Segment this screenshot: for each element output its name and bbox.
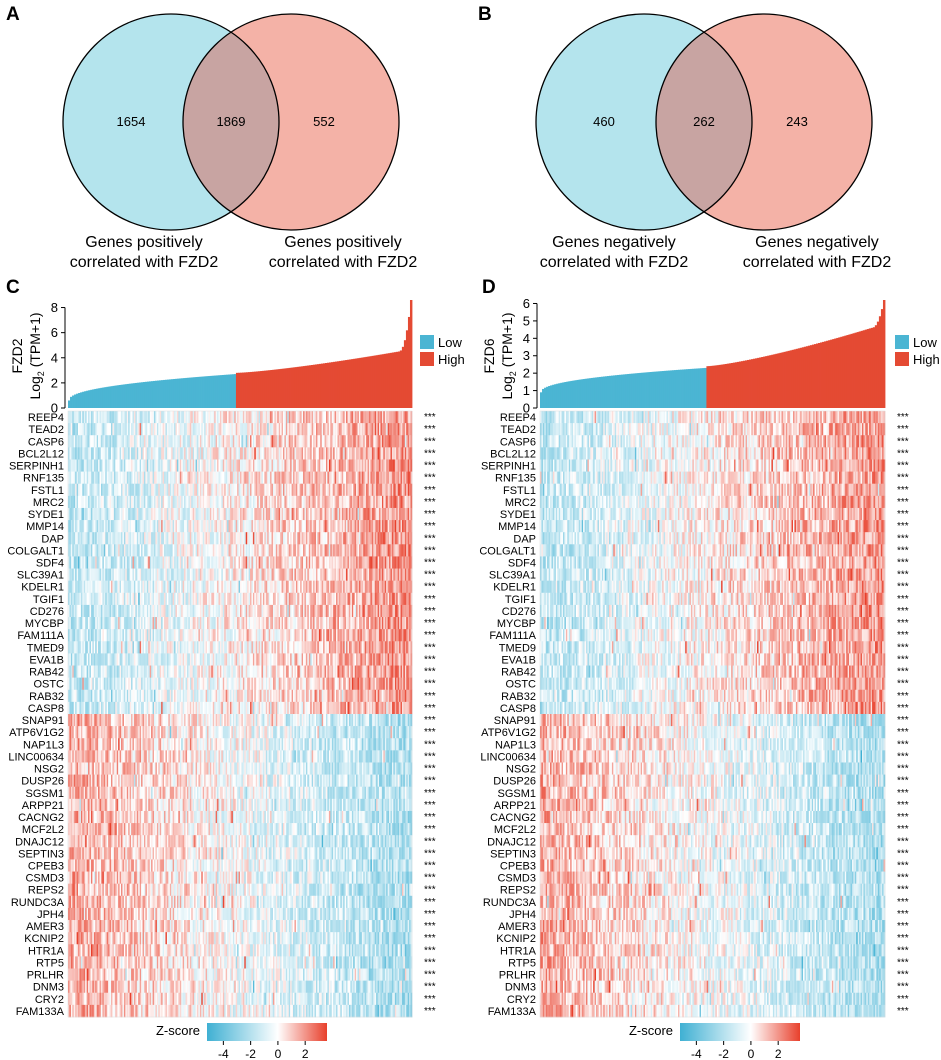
panel-label-a: A <box>6 4 20 25</box>
y-tick-label: 4 <box>51 350 58 365</box>
venn-b-left-label-line1: Genes negatively <box>552 234 676 251</box>
legend-c: Low High <box>420 335 465 367</box>
legend-swatch-high-c <box>420 352 434 366</box>
figure: A 1654 1869 552 Genes positively correla… <box>0 0 941 1060</box>
heatmap-c <box>68 411 412 1017</box>
y-axis-title-gene-c: FZD2 <box>9 338 25 373</box>
y-tick-label: 6 <box>51 325 58 340</box>
venn-b-left-count: 460 <box>593 114 615 129</box>
y-tick-label: 2 <box>51 375 58 390</box>
legend-label-low-c: Low <box>438 335 462 350</box>
venn-b-overlap-count: 262 <box>693 114 715 129</box>
panel-label-c: C <box>6 277 20 298</box>
venn-diagram-a: 1654 1869 552 Genes positively correlate… <box>63 14 417 271</box>
y-axis-title-unit-c: Log2 (TPM+1) <box>27 312 46 399</box>
expression-bar <box>410 300 412 408</box>
venn-a-left-label-line1: Genes positively <box>85 234 202 251</box>
venn-a-right-label-line2: correlated with FZD2 <box>269 254 418 271</box>
legend-swatch-low-c <box>420 335 434 349</box>
expression-bars-c <box>68 300 412 408</box>
y-tick-label: 8 <box>51 300 58 315</box>
venn-a-left-label-line2: correlated with FZD2 <box>70 254 219 271</box>
venn-b-left-label-line2: correlated with FZD2 <box>540 254 689 271</box>
panel-b: B 460 262 243 Genes negatively correlate… <box>478 4 891 271</box>
venn-a-right-count: 552 <box>313 114 335 129</box>
venn-diagram-b: 460 262 243 Genes negatively correlated … <box>536 14 891 271</box>
venn-b-right-label-line1: Genes negatively <box>755 234 879 251</box>
venn-a-overlap-count: 1869 <box>217 114 246 129</box>
panel-label-b: B <box>478 4 492 25</box>
venn-b-right-count: 243 <box>786 114 808 129</box>
legend-label-high-c: High <box>438 352 465 367</box>
venn-a-left-count: 1654 <box>117 114 146 129</box>
panel-a: A 1654 1869 552 Genes positively correla… <box>6 4 417 271</box>
venn-a-right-label-line1: Genes positively <box>284 234 401 251</box>
venn-b-right-label-line2: correlated with FZD2 <box>743 254 892 271</box>
